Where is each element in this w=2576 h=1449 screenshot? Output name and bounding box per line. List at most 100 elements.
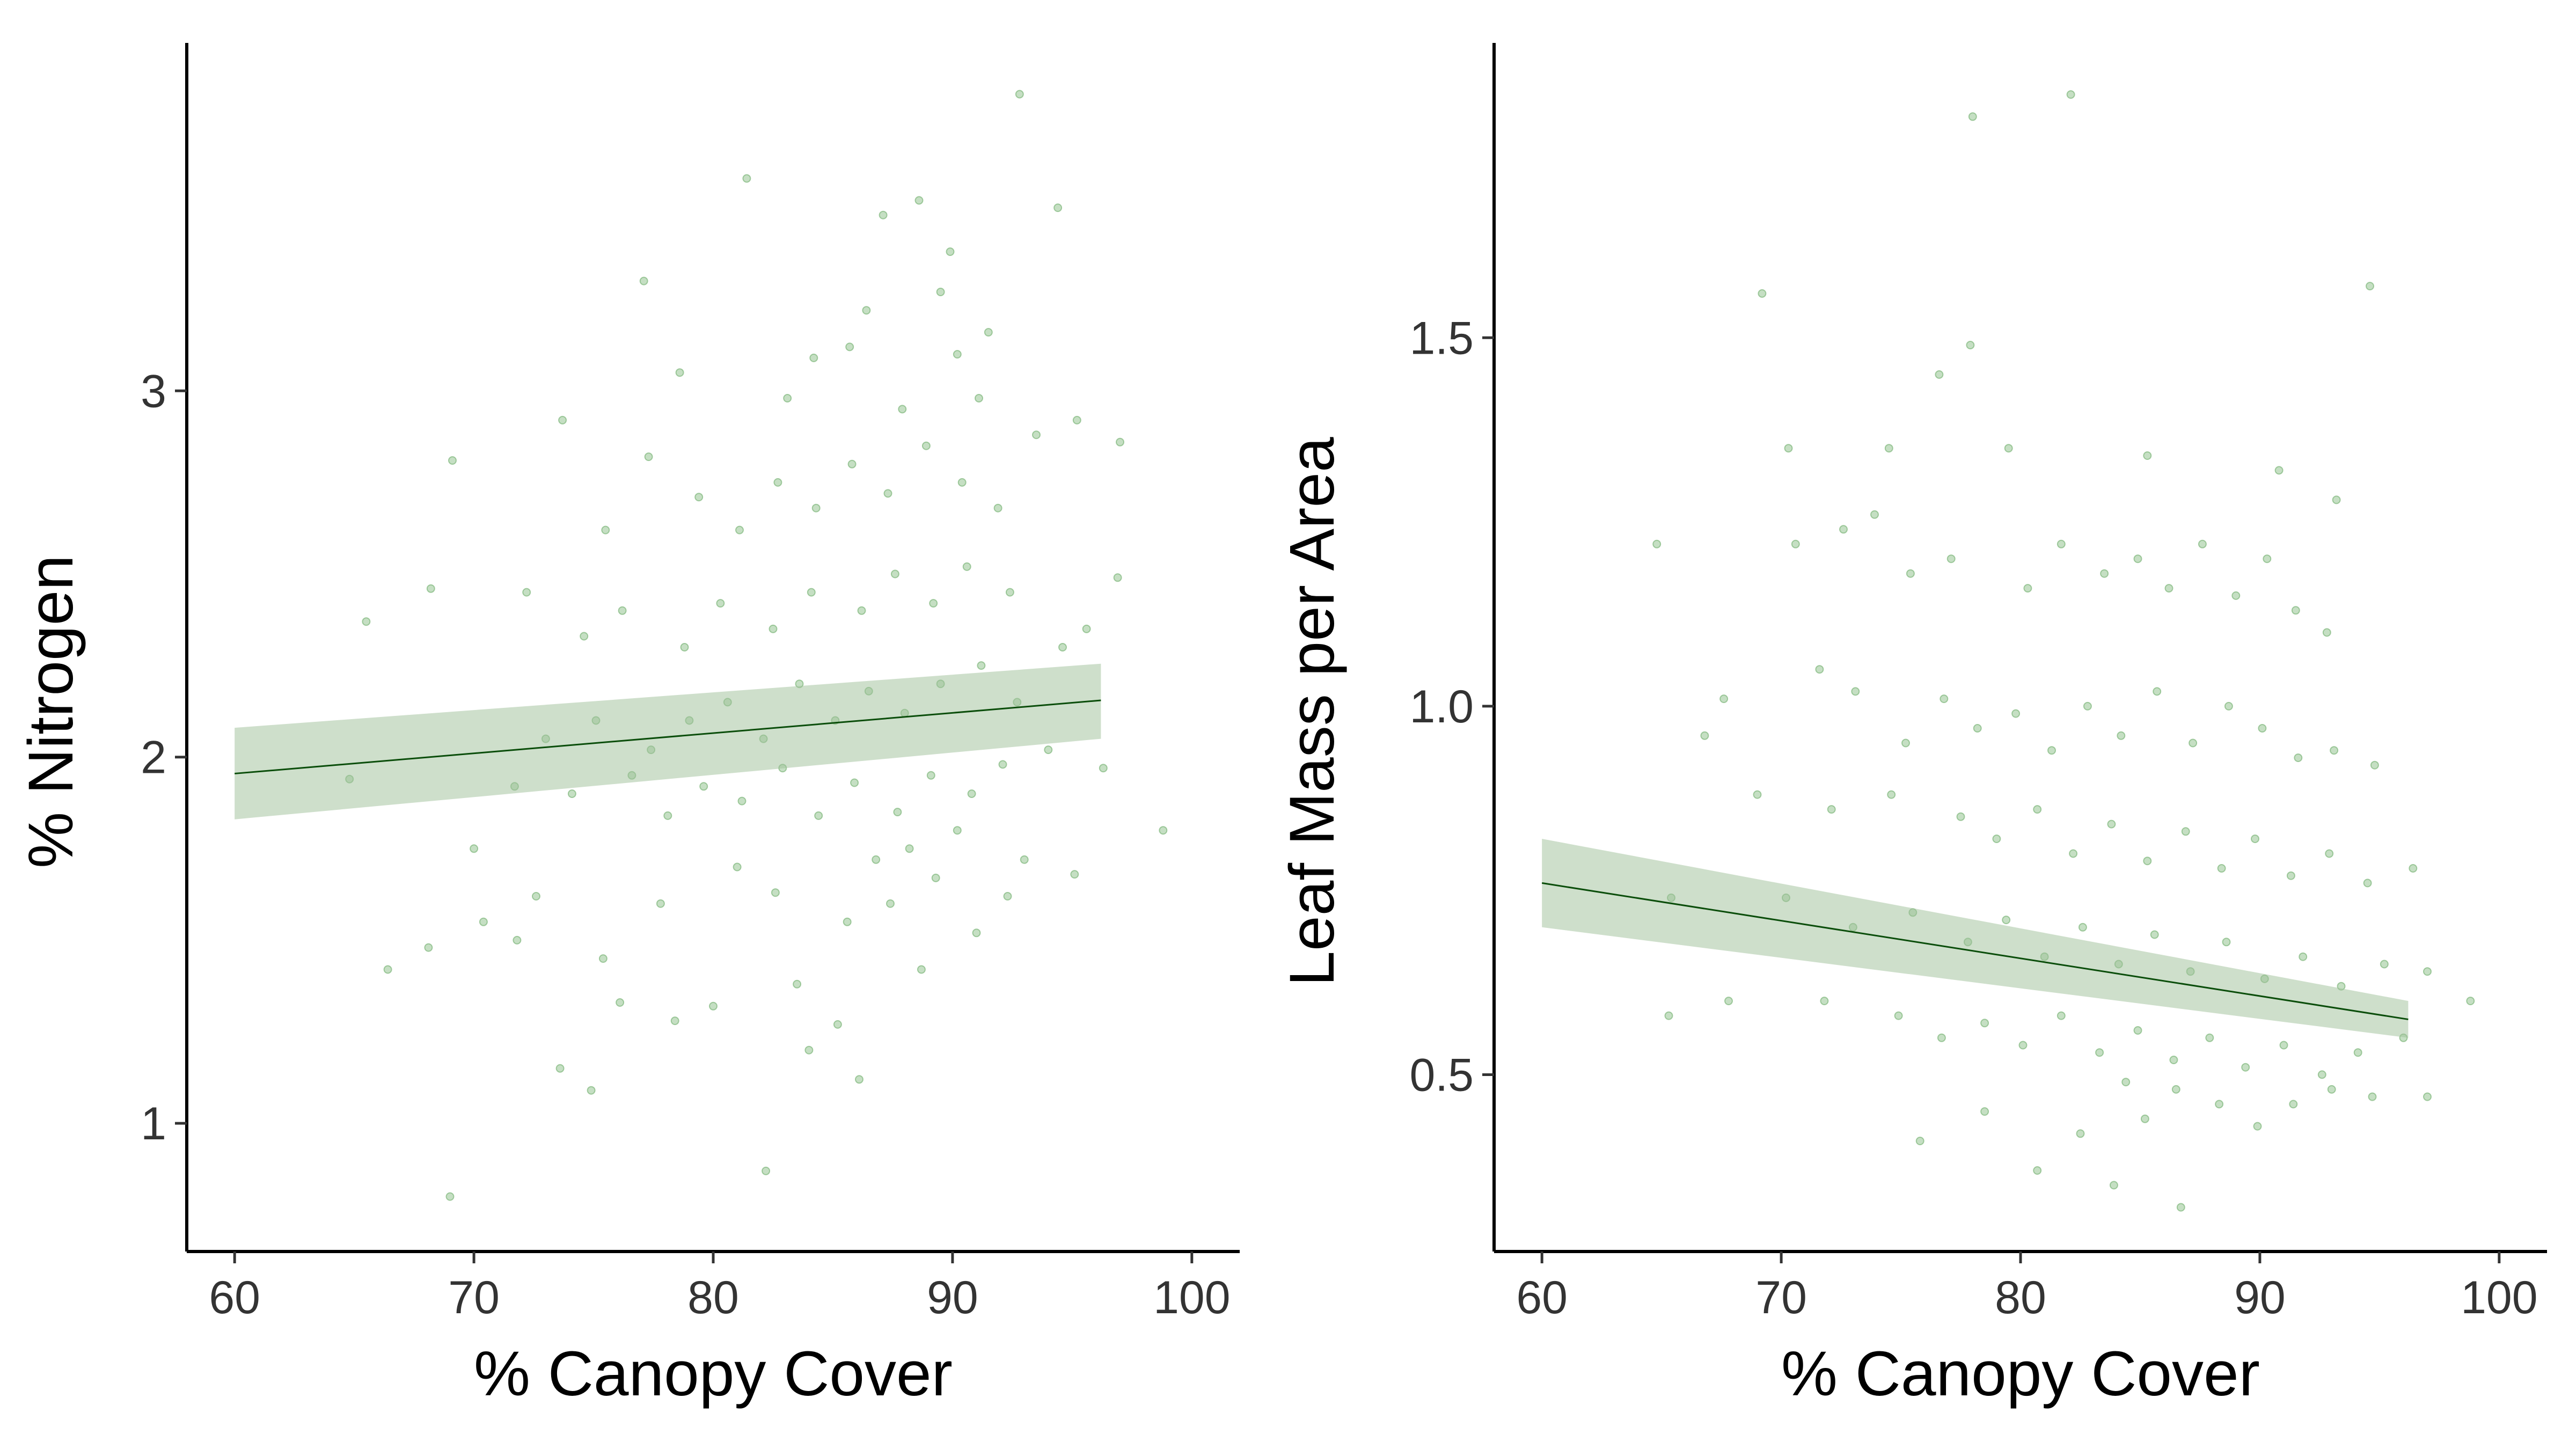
y-tick-label: 3 [141, 365, 166, 417]
data-point [2205, 1033, 2214, 1042]
x-tick-label: 80 [1995, 1272, 2046, 1323]
data-point [962, 562, 971, 571]
data-point [814, 811, 823, 820]
data-point [1839, 525, 1848, 534]
data-point [2294, 753, 2303, 762]
data-point [1870, 510, 1879, 519]
data-point [1935, 370, 1944, 379]
data-point [694, 493, 704, 502]
data-point [972, 928, 981, 938]
x-axis-title: % Canopy Cover [1781, 1338, 2260, 1409]
data-point [2018, 1041, 2028, 1050]
data-point [2076, 1129, 2085, 1138]
data-point [957, 478, 967, 487]
data-point [1116, 437, 1124, 447]
data-point [1887, 790, 1896, 799]
data-point [2069, 849, 2078, 858]
data-point [2274, 466, 2284, 475]
data-point [737, 796, 747, 806]
data-point [742, 174, 751, 183]
data-point [811, 503, 821, 513]
data-point [445, 1192, 455, 1201]
data-point [2189, 738, 2198, 748]
data-point [1901, 738, 1910, 748]
data-point [2011, 709, 2021, 718]
data-point [2133, 1026, 2142, 1035]
data-point [1992, 835, 2001, 843]
data-point [946, 247, 955, 256]
data-point [807, 588, 816, 597]
data-point [2332, 495, 2341, 504]
data-point [953, 826, 962, 835]
x-tick-label: 70 [448, 1272, 500, 1323]
data-point [1005, 588, 1014, 597]
data-point [953, 350, 962, 359]
data-point [2057, 539, 2066, 548]
x-tick-label: 90 [927, 1272, 978, 1323]
data-point [883, 489, 892, 498]
x-tick-label: 100 [2461, 1272, 2538, 1323]
data-point [857, 606, 866, 615]
data-point [2057, 1011, 2066, 1020]
data-point [656, 899, 665, 908]
data-point [1015, 90, 1024, 99]
data-point [773, 478, 782, 487]
data-point [2289, 1100, 2298, 1109]
data-point [862, 306, 871, 315]
data-point [470, 844, 479, 853]
data-point [914, 196, 924, 205]
data-point [1058, 643, 1067, 652]
data-point [898, 405, 907, 414]
data-point [2291, 606, 2300, 615]
data-point [1940, 694, 1949, 704]
data-point [2181, 827, 2190, 836]
x-tick-label: 70 [1755, 1272, 1807, 1323]
lma-points [1652, 90, 2475, 1212]
data-point [850, 778, 859, 787]
data-point [2222, 938, 2231, 947]
data-point [2171, 1085, 2180, 1094]
data-point [921, 441, 931, 450]
data-point [2023, 584, 2032, 593]
data-point [426, 584, 435, 593]
data-point [843, 917, 852, 926]
data-point [601, 525, 610, 535]
data-point [675, 368, 684, 377]
data-point [2366, 282, 2374, 291]
data-point [2279, 1041, 2288, 1050]
data-point [670, 1016, 679, 1026]
x-tick-label: 60 [209, 1272, 260, 1323]
data-point [2251, 835, 2259, 843]
data-point [1753, 790, 1762, 799]
data-point [1072, 415, 1081, 425]
data-point [1020, 855, 1029, 864]
data-point [2078, 923, 2087, 932]
data-point [1082, 624, 1091, 633]
data-point [680, 643, 689, 652]
y-tick-label: 1 [141, 1098, 166, 1150]
data-point [2380, 960, 2389, 969]
data-point [2409, 864, 2418, 873]
data-point [893, 808, 902, 817]
data-point [1003, 892, 1012, 901]
data-point [809, 353, 818, 362]
data-point [1827, 805, 1836, 814]
data-point [845, 342, 854, 352]
data-point [804, 1045, 814, 1055]
data-point [2140, 1114, 2149, 1123]
data-point [967, 789, 976, 798]
data-point [905, 844, 914, 853]
data-point [2253, 1122, 2262, 1131]
x-axis-title: % Canopy Cover [474, 1338, 953, 1409]
data-point [716, 599, 725, 608]
data-point [1664, 1011, 1673, 1020]
data-point [2033, 805, 2042, 814]
regression-line [235, 699, 1101, 774]
data-point [699, 782, 708, 791]
data-point [555, 1064, 565, 1073]
y-tick-label: 1.5 [1409, 312, 1474, 364]
data-point [2263, 554, 2272, 564]
data-point [2353, 1048, 2362, 1057]
data-point [2198, 539, 2207, 548]
data-point [616, 998, 625, 1007]
